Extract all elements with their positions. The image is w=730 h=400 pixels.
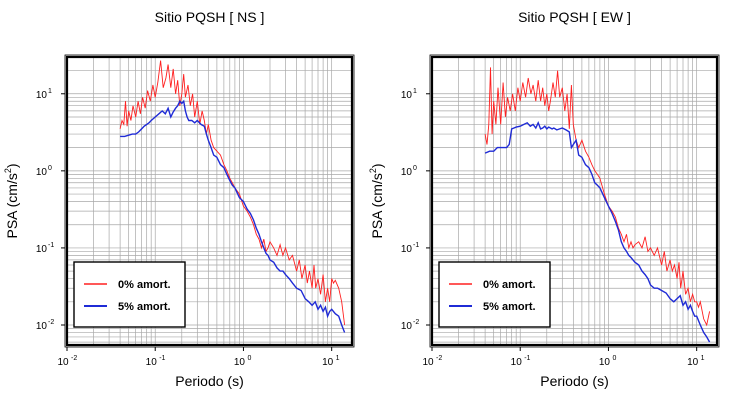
- y-tick-exponent: 0: [413, 165, 417, 172]
- y-tick-exponent: 0: [48, 165, 52, 172]
- y-axis-label-text: PSA (cm/s: [4, 173, 20, 238]
- legend-label: 5% amort.: [483, 301, 536, 313]
- y-tick-exponent: -1: [48, 242, 54, 249]
- chart-panel-0: Sitio PQSH [ NS ]10 -2 10 -1 10 0 10 110 -210 -11…: [3, 9, 355, 389]
- y-tick-label: 10: [401, 167, 413, 178]
- plot-frame-outer: [64, 54, 355, 348]
- chart-title: Sitio PQSH [ EW ]: [518, 9, 631, 25]
- plot-frame: [65, 55, 354, 347]
- x-tick-exponent: 0: [247, 355, 251, 362]
- series-line-red: [119, 60, 346, 326]
- y-tick-label: 10: [401, 244, 413, 255]
- y-tick-label: 10: [36, 167, 48, 178]
- x-tick-exponent: -1: [524, 355, 530, 362]
- y-tick-label: 10: [36, 321, 48, 332]
- plot-frame-outer: [429, 54, 720, 348]
- legend: 0% amort. 5% amort.: [438, 261, 551, 328]
- x-axis-label: Periodo (s): [175, 373, 243, 389]
- x-tick-exponent: -2: [436, 355, 442, 362]
- x-tick-exponent: -1: [159, 355, 165, 362]
- y-tick-label: 10: [401, 321, 413, 332]
- y-tick-exponent: -1: [413, 242, 419, 249]
- y-axis-label: PSA (cm/s2): [368, 163, 385, 238]
- series-line-red: [484, 67, 711, 327]
- x-tick-label: 10: [511, 357, 523, 368]
- x-tick-exponent: 0: [612, 355, 616, 362]
- y-axis-label-sup: 2: [368, 168, 378, 173]
- y-axis-label-text: PSA (cm/s: [369, 173, 385, 238]
- legend-label: 0% amort.: [118, 279, 171, 291]
- y-tick-label: 10: [36, 90, 48, 101]
- x-axis-label: Periodo (s): [540, 373, 608, 389]
- x-tick-exponent: 1: [701, 355, 705, 362]
- x-tick-label: 10: [57, 357, 69, 368]
- x-tick-label: 10: [234, 357, 246, 368]
- series-line-blue: [484, 121, 711, 343]
- y-axis-label-close: ): [369, 163, 385, 168]
- legend-label: 0% amort.: [483, 279, 536, 291]
- plot-frame: [430, 55, 719, 347]
- x-tick-label: 10: [422, 357, 434, 368]
- x-tick-label: 10: [599, 357, 611, 368]
- y-axis-label: PSA (cm/s2): [3, 163, 20, 238]
- y-tick-label: 10: [36, 244, 48, 255]
- legend-label: 5% amort.: [118, 301, 171, 313]
- x-tick-label: 10: [687, 357, 699, 368]
- chart-title: Sitio PQSH [ NS ]: [155, 9, 265, 25]
- series-line-blue: [120, 99, 346, 333]
- legend-box: [438, 261, 551, 328]
- legend-box: [73, 261, 186, 328]
- y-tick-exponent: -2: [48, 319, 54, 326]
- x-tick-exponent: -2: [71, 355, 77, 362]
- y-axis-label-close: ): [4, 163, 20, 168]
- y-tick-exponent: -2: [413, 319, 419, 326]
- y-axis-label-sup: 2: [3, 168, 13, 173]
- y-tick-exponent: 1: [48, 88, 52, 95]
- y-tick-label: 10: [401, 90, 413, 101]
- y-tick-exponent: 1: [413, 88, 417, 95]
- legend: 0% amort. 5% amort.: [73, 261, 186, 328]
- x-tick-label: 10: [322, 357, 334, 368]
- x-tick-label: 10: [146, 357, 158, 368]
- x-tick-exponent: 1: [336, 355, 340, 362]
- chart-panel-1: Sitio PQSH [ EW ]10 -2 10 -1 10 0 10 110 -210 -11…: [368, 9, 720, 389]
